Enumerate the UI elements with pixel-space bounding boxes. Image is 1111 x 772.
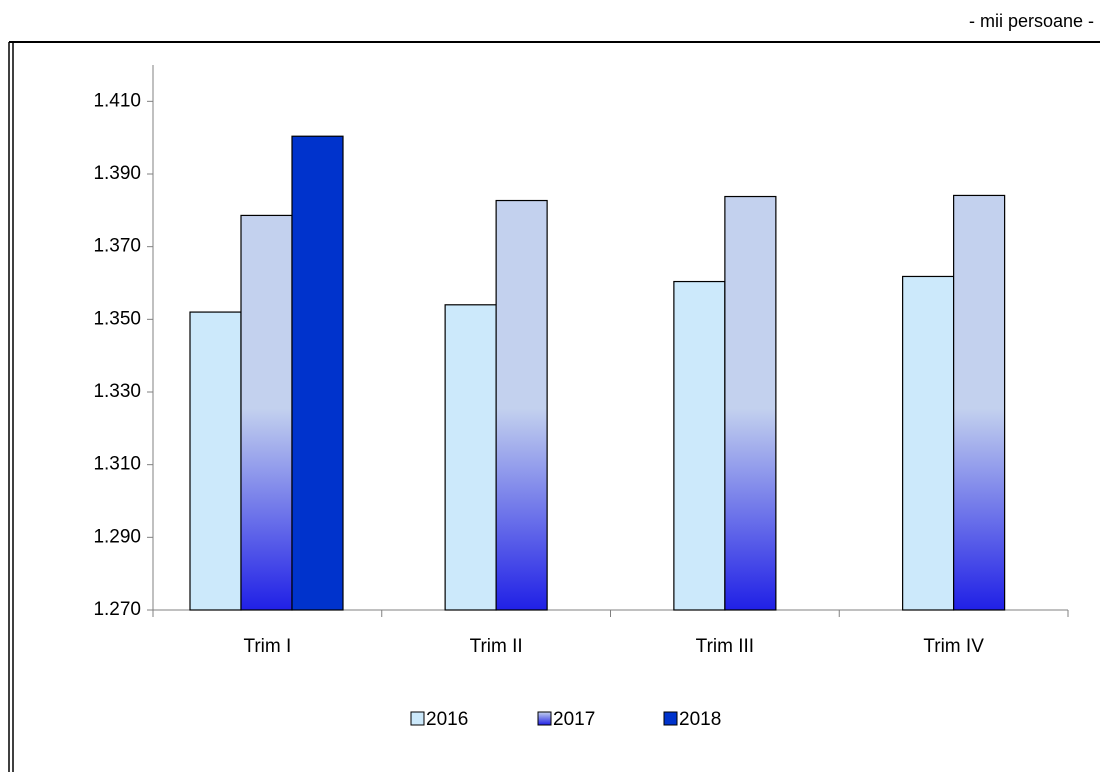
y-tick-label: 1.410 <box>93 90 141 111</box>
y-tick-label: 1.290 <box>93 526 141 547</box>
x-tick-label: Trim II <box>470 636 523 657</box>
y-tick-label: 1.270 <box>93 599 141 620</box>
unit-subtitle: - mii persoane - <box>969 11 1094 31</box>
legend-label: 2016 <box>426 709 468 730</box>
x-tick-label: Trim I <box>243 636 291 657</box>
y-tick-label: 1.310 <box>93 454 141 475</box>
bar <box>953 194 1006 611</box>
y-tick-label: 1.370 <box>93 236 141 257</box>
x-tick-label: Trim III <box>696 636 754 657</box>
legend-swatch <box>663 711 678 726</box>
legend-swatch <box>537 711 552 726</box>
bar <box>495 199 548 611</box>
y-tick-label: 1.330 <box>93 381 141 402</box>
y-tick-label: 1.350 <box>93 308 141 329</box>
bar <box>189 311 242 611</box>
y-tick-label: 1.390 <box>93 163 141 184</box>
bar <box>444 304 497 611</box>
x-tick-label: Trim IV <box>923 636 984 657</box>
bar <box>240 214 293 611</box>
bar <box>291 135 344 611</box>
bar <box>673 280 726 611</box>
bar <box>902 275 955 611</box>
bar <box>724 195 777 611</box>
legend-label: 2017 <box>553 709 595 730</box>
legend-label: 2018 <box>679 709 721 730</box>
legend-swatch <box>410 711 425 726</box>
